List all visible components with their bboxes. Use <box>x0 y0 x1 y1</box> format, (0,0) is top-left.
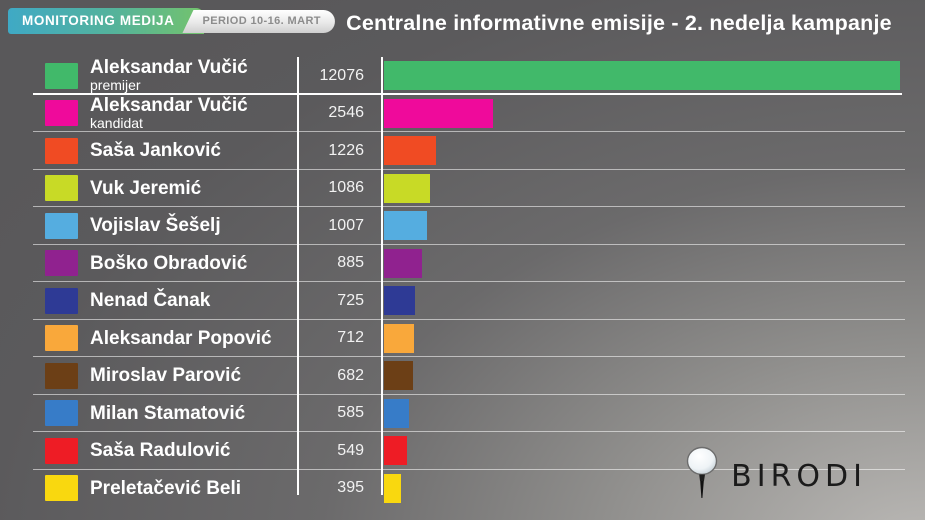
row-sublabel: premijer <box>90 77 141 94</box>
chart-row: Boško Obradović 885 <box>0 245 908 283</box>
chart-row: Nenad Čanak 725 <box>0 282 908 320</box>
chart-row: Aleksandar Vučić premijer 12076 <box>0 57 908 95</box>
birodi-logo: BIRODI <box>683 446 867 502</box>
row-label: Boško Obradović <box>90 252 248 274</box>
period-badge: PERIOD 10-16. MART <box>182 10 335 33</box>
row-label: Saša Janković <box>90 140 221 162</box>
row-value: 712 <box>337 329 364 347</box>
legend-swatch <box>45 212 78 239</box>
row-name-block: Aleksandar Vučić premijer <box>90 57 290 95</box>
divider-values-bars <box>381 57 383 495</box>
row-name-block: Milan Stamatović <box>90 395 290 433</box>
legend-swatch <box>45 362 78 389</box>
legend-swatch <box>45 287 78 314</box>
legend-swatch <box>45 437 78 464</box>
row-value: 1226 <box>328 141 364 159</box>
row-label: Nenad Čanak <box>90 290 211 312</box>
header: MONITORING MEDIJA PERIOD 10-16. MART Cen… <box>8 8 903 36</box>
row-value: 585 <box>337 404 364 422</box>
legend-swatch <box>45 137 78 164</box>
bar <box>384 323 414 353</box>
row-name-block: Boško Obradović <box>90 245 290 283</box>
bar <box>384 436 407 466</box>
chart-row: Vuk Jeremić 1086 <box>0 170 908 208</box>
magnifier-icon <box>686 446 718 498</box>
legend-swatch <box>45 250 78 277</box>
row-name-block: Preletačević Beli <box>90 470 290 508</box>
bar <box>384 61 900 91</box>
bar <box>384 248 422 278</box>
chart-rows: Aleksandar Vučić premijer 12076 Aleksand… <box>0 57 908 507</box>
row-name-block: Miroslav Parović <box>90 357 290 395</box>
row-value: 1086 <box>328 179 364 197</box>
chart-row: Aleksandar Vučić kandidat 2546 <box>0 95 908 133</box>
row-sublabel: kandidat <box>90 114 143 131</box>
chart-row: Miroslav Parović 682 <box>0 357 908 395</box>
row-label: Milan Stamatović <box>90 402 246 424</box>
row-value: 12076 <box>319 66 365 84</box>
row-value: 395 <box>337 479 364 497</box>
row-label: Vojislav Šešelj <box>90 215 221 237</box>
bar <box>384 473 401 503</box>
chart-row: Vojislav Šešelj 1007 <box>0 207 908 245</box>
bar <box>384 398 409 428</box>
brand-badge: MONITORING MEDIJA <box>8 8 205 34</box>
row-name-block: Aleksandar Popović <box>90 320 290 358</box>
legend-swatch <box>45 475 78 502</box>
bar <box>384 173 430 203</box>
chart-row: Milan Stamatović 585 <box>0 395 908 433</box>
row-value: 725 <box>337 291 364 309</box>
row-value: 2546 <box>328 104 364 122</box>
chart-row: Saša Janković 1226 <box>0 132 908 170</box>
row-label: Aleksandar Vučić <box>90 57 248 79</box>
row-value: 682 <box>337 366 364 384</box>
bar <box>384 98 493 128</box>
legend-swatch <box>45 62 78 89</box>
logo-text: BIRODI <box>731 458 867 494</box>
row-name-block: Vuk Jeremić <box>90 170 290 208</box>
legend-swatch <box>45 325 78 352</box>
chart-row: Saša Radulović 549 <box>0 432 908 470</box>
legend-swatch <box>45 100 78 127</box>
row-label: Aleksandar Vučić <box>90 94 248 116</box>
bar <box>384 136 436 166</box>
row-name-block: Vojislav Šešelj <box>90 207 290 245</box>
row-name-block: Aleksandar Vučić kandidat <box>90 95 290 133</box>
legend-swatch <box>45 400 78 427</box>
chart-row: Aleksandar Popović 712 <box>0 320 908 358</box>
bar <box>384 211 427 241</box>
chart-row: Preletačević Beli 395 <box>0 470 908 508</box>
row-label: Aleksandar Popović <box>90 327 272 349</box>
legend-swatch <box>45 175 78 202</box>
row-label: Saša Radulović <box>90 440 231 462</box>
row-value: 549 <box>337 441 364 459</box>
row-label: Miroslav Parović <box>90 365 242 387</box>
row-value: 885 <box>337 254 364 272</box>
row-label: Vuk Jeremić <box>90 177 202 199</box>
page-title: Centralne informativne emisije - 2. nede… <box>346 11 892 35</box>
row-value: 1007 <box>328 216 364 234</box>
row-name-block: Saša Radulović <box>90 432 290 470</box>
row-name-block: Saša Janković <box>90 132 290 170</box>
divider-names-values <box>297 57 299 495</box>
row-label: Preletačević Beli <box>90 477 242 499</box>
bar <box>384 361 413 391</box>
bar <box>384 286 415 316</box>
row-name-block: Nenad Čanak <box>90 282 290 320</box>
